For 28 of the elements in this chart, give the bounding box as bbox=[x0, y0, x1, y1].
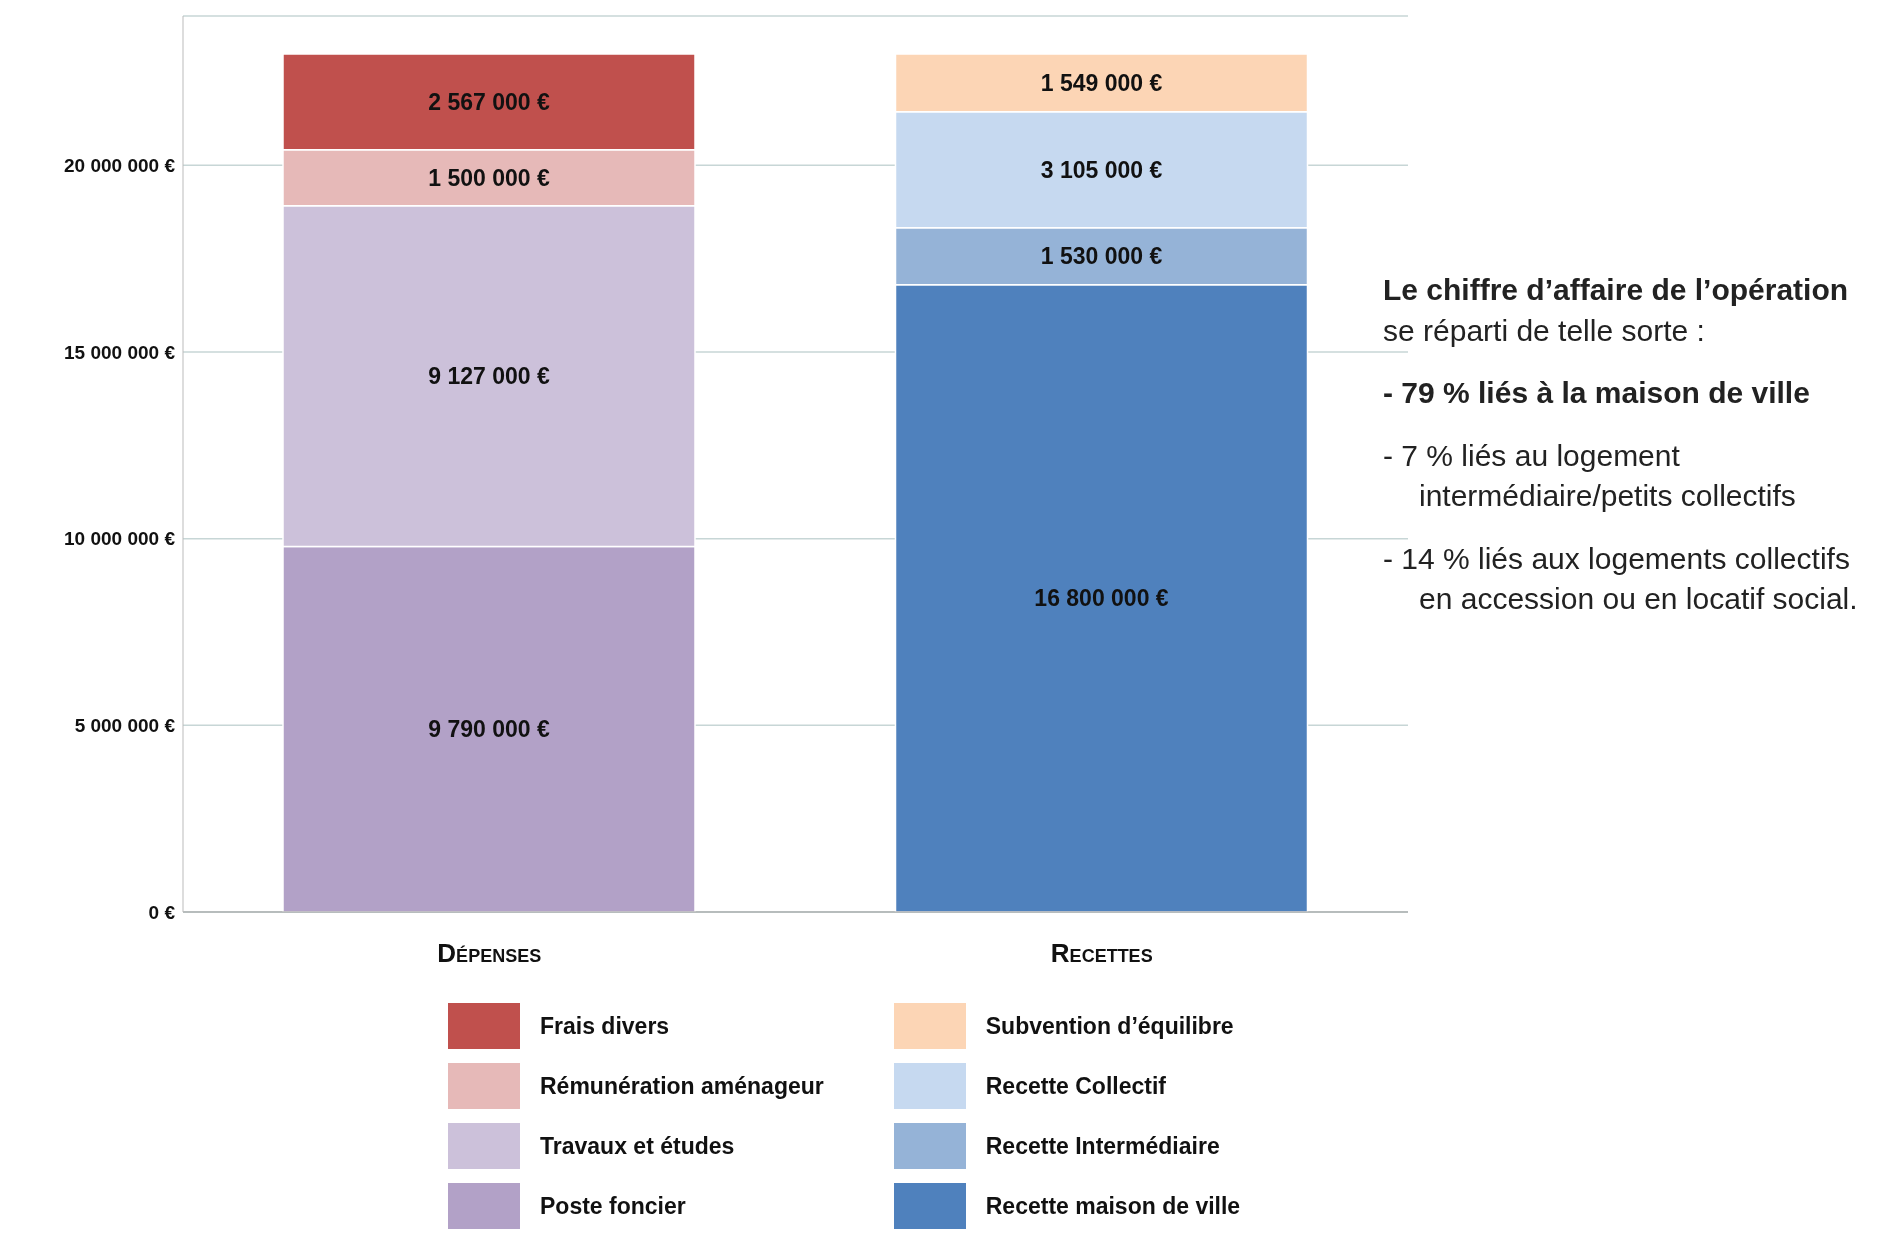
legend-label: Frais divers bbox=[540, 1012, 670, 1040]
data-label: 9 127 000 € bbox=[428, 363, 550, 390]
legend-label: Recette maison de ville bbox=[985, 1192, 1241, 1220]
annotation: Le chiffre d’affaire de l’opération bbox=[1383, 272, 1850, 308]
y-tick-label: 0 € bbox=[148, 901, 176, 923]
annotation: - 14 % liés aux logements collectifs en accession ou en locatif social. bbox=[1383, 540, 1859, 617]
legend-label: Rémunération aménageur bbox=[540, 1072, 824, 1100]
legend-label: Subvention d’équilibre bbox=[985, 1012, 1234, 1040]
legend-label: Travaux et études bbox=[540, 1132, 735, 1160]
annotation: - 79 % liés à la maison de ville bbox=[1383, 375, 1811, 411]
legend-label: Recette Intermédiaire bbox=[985, 1132, 1220, 1160]
data-label: 1 549 000 € bbox=[1040, 69, 1163, 96]
legend-label: Recette Collectif bbox=[985, 1072, 1166, 1100]
data-label: 1 500 000 € bbox=[428, 164, 550, 191]
x-tick-label: Recettes bbox=[1050, 938, 1153, 968]
legend-label: Poste foncier bbox=[540, 1192, 686, 1220]
x-tick-label: Dépenses bbox=[437, 938, 542, 968]
data-label: 16 800 000 € bbox=[1034, 585, 1169, 612]
annotation: se réparti de telle sorte : bbox=[1383, 312, 1706, 349]
data-label: 1 530 000 € bbox=[1040, 243, 1163, 270]
data-label: 9 790 000 € bbox=[428, 716, 550, 743]
y-tick-label: 5 000 000 € bbox=[74, 715, 176, 737]
annotation: - 7 % liés au logement intermédiaire/petits collectifs bbox=[1383, 437, 1797, 514]
data-label: 3 105 000 € bbox=[1040, 156, 1163, 183]
data-label: 2 567 000 € bbox=[428, 88, 550, 115]
y-tick-label: 15 000 000 € bbox=[64, 341, 176, 363]
y-tick-label: 10 000 000 € bbox=[64, 528, 176, 550]
y-tick-label: 20 000 000 € bbox=[64, 155, 176, 177]
